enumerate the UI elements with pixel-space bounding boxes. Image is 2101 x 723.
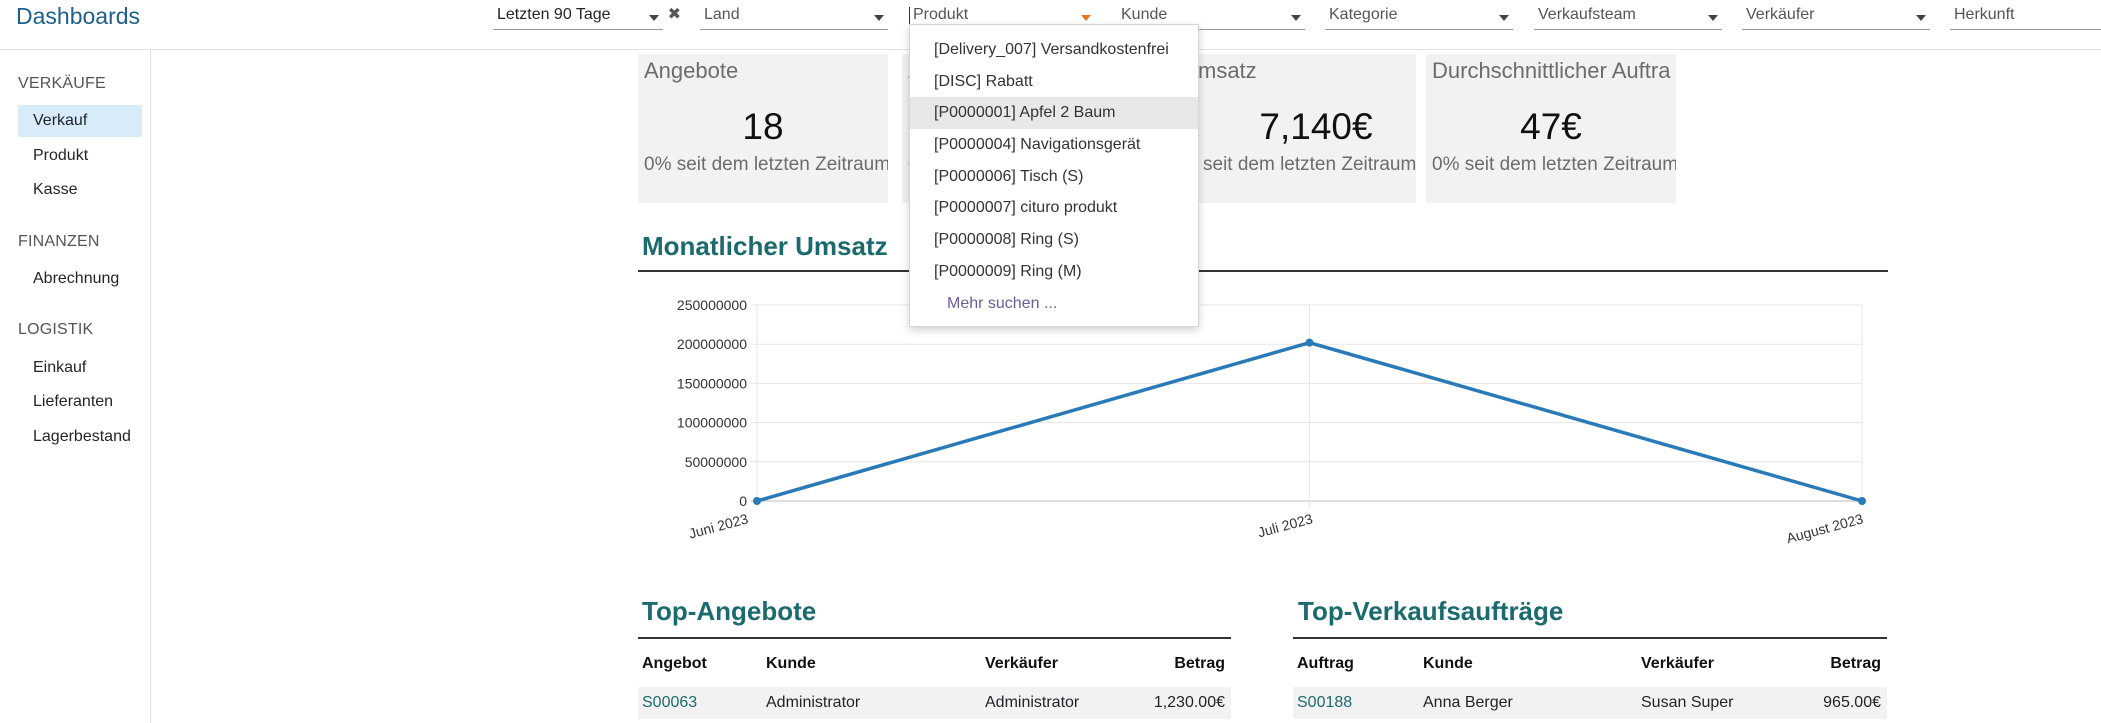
source-filter[interactable]: Herkunft [1950,4,2101,30]
dropdown-option[interactable]: [P0000008] Ring (S) [934,231,1079,248]
filter-label: Verkäufer [1746,6,1815,23]
dropdown-option[interactable]: [P0000004] Navigationsgerät [934,136,1141,153]
column-header[interactable]: Angebot [642,655,707,672]
date-range-filter[interactable]: Letzten 90 Tage ✖ [493,4,681,30]
filter-label: Kunde [1121,6,1168,23]
kpi-value: 7,140€ [1259,106,1373,147]
clear-icon[interactable]: ✖ [667,6,681,23]
chevron-down-icon[interactable] [1081,15,1091,21]
top-quotes-heading: Top-Angebote [642,596,817,626]
heading-divider [1293,637,1887,639]
salesperson-cell: Administrator [985,694,1080,711]
filter-label: Verkaufsteam [1538,6,1636,23]
y-tick-label: 200000000 [677,336,747,352]
monthly-revenue-heading: Monatlicher Umsatz [642,231,888,261]
kpi-change: 0% seit dem letzten Zeitraum [1432,154,1676,175]
column-header[interactable]: Betrag [1830,655,1881,672]
sidebar-item-purchase[interactable]: Einkauf [33,359,87,376]
kpi-value: 18 [742,106,784,147]
filter-label: Produkt [913,6,969,23]
data-point [1305,338,1314,347]
dropdown-option[interactable]: [P0000007] cituro produkt [934,199,1118,216]
order-number-link[interactable]: S00188 [1297,694,1353,711]
x-tick-label: Juli 2023 [1256,510,1314,540]
chevron-down-icon[interactable] [874,15,884,21]
chevron-down-icon[interactable] [649,15,659,21]
chevron-down-icon[interactable] [1708,15,1718,21]
column-header[interactable]: Auftrag [1297,655,1354,672]
dropdown-option[interactable]: [Delivery_007] Versandkostenfrei [934,41,1169,58]
monthly-revenue-chart: 0 50000000 100000000 150000000 200000000 2500… [677,297,1866,546]
filter-label: Herkunft [1954,6,2015,23]
top-orders-table: Auftrag Kunde Verkäufer Betrag S00188 An… [1293,655,1887,723]
kpi-title: msatz [1198,58,1257,83]
table-row[interactable]: S00063 Administrator Administrator 1,230… [638,687,1231,719]
dropdown-option[interactable]: [P0000006] Tisch (S) [934,168,1084,185]
category-filter[interactable]: Kategorie [1325,4,1513,30]
y-tick-label: 0 [739,493,747,509]
heading-divider [638,270,1888,272]
country-filter[interactable]: Land [700,4,888,30]
salesperson-filter[interactable]: Verkäufer [1742,4,1930,30]
table-row[interactable]: S00188 Anna Berger Susan Super 965.00€ [1293,687,1887,719]
kpi-change: 0% seit dem letzten Zeitraum [644,154,888,175]
top-orders-heading: Top-Verkaufsaufträge [1298,596,1564,626]
chevron-down-icon[interactable] [1916,15,1926,21]
column-header[interactable]: Verkäufer [985,655,1058,672]
kpi-title: Durchschnittlicher Auftra [1432,58,1671,83]
amount-cell: 1,230.00€ [1153,694,1225,711]
kpi-value: 47€ [1520,106,1582,147]
kpi-average-order[interactable]: Durchschnittlicher Auftra 47€ 0% seit de… [1426,54,1676,203]
sidebar-item-pos[interactable]: Kasse [33,181,78,198]
y-tick-label: 250000000 [677,297,747,313]
quote-number-link[interactable]: S00063 [642,694,698,711]
filter-label: Kategorie [1329,6,1398,23]
sidebar-item-invoicing[interactable]: Abrechnung [33,270,120,287]
chevron-down-icon[interactable] [1291,15,1301,21]
salesperson-cell: Susan Super [1641,694,1734,711]
dropdown-option[interactable]: [P0000009] Ring (M) [934,263,1082,280]
x-tick-label: August 2023 [1785,510,1865,546]
product-dropdown-menu: [Delivery_007] Versandkostenfrei [DISC] … [909,24,1199,327]
y-tick-label: 50000000 [685,454,748,470]
sidebar-item-product[interactable]: Produkt [33,147,89,164]
sidebar-item-inventory[interactable]: Lagerbestand [33,428,131,445]
y-tick-label: 100000000 [677,415,747,431]
amount-cell: 965.00€ [1823,694,1881,711]
sidebar-section-logistics: LOGISTIK [18,321,94,338]
column-header[interactable]: Betrag [1174,655,1225,672]
heading-divider [638,637,1231,639]
chevron-down-icon[interactable] [1499,15,1509,21]
y-tick-label: 150000000 [677,375,747,391]
column-header[interactable]: Kunde [766,655,816,672]
dropdown-option[interactable]: [DISC] Rabatt [934,73,1033,90]
app-title[interactable]: Dashboards [16,3,141,29]
dropdown-option[interactable]: [P0000001] Apfel 2 Baum [910,97,1198,129]
sidebar-item-sales[interactable]: Verkauf [18,105,142,137]
customer-filter[interactable]: Kunde [1117,4,1305,30]
sidebar-section-sales: VERKÄUFE [18,75,106,92]
data-point [753,497,761,505]
sales-team-filter[interactable]: Verkaufsteam [1534,4,1722,30]
x-tick-label: Juni 2023 [687,510,750,541]
kpi-change: seit dem letzten Zeitraum [1203,154,1416,175]
top-quotes-table: Angebot Kunde Verkäufer Betrag S00063 Ad… [638,655,1231,723]
customer-cell: Administrator [766,694,861,711]
column-header[interactable]: Verkäufer [1641,655,1714,672]
sidebar: VERKÄUFE Verkauf Produkt Kasse FINANZEN … [0,50,151,723]
kpi-revenue[interactable]: msatz 7,140€ seit dem letzten Zeitraum [1166,54,1416,203]
sidebar-section-finance: FINANZEN [18,233,100,250]
kpi-quotations[interactable]: Angebote 18 0% seit dem letzten Zeitraum [638,54,888,203]
data-point [1858,497,1866,505]
filter-label: Land [704,6,740,23]
sidebar-item-vendors[interactable]: Lieferanten [33,393,114,410]
search-more-link[interactable]: Mehr suchen ... [947,295,1058,312]
customer-cell: Anna Berger [1423,694,1513,711]
filter-label: Letzten 90 Tage [497,6,611,23]
kpi-title: Angebote [644,58,739,83]
column-header[interactable]: Kunde [1423,655,1473,672]
